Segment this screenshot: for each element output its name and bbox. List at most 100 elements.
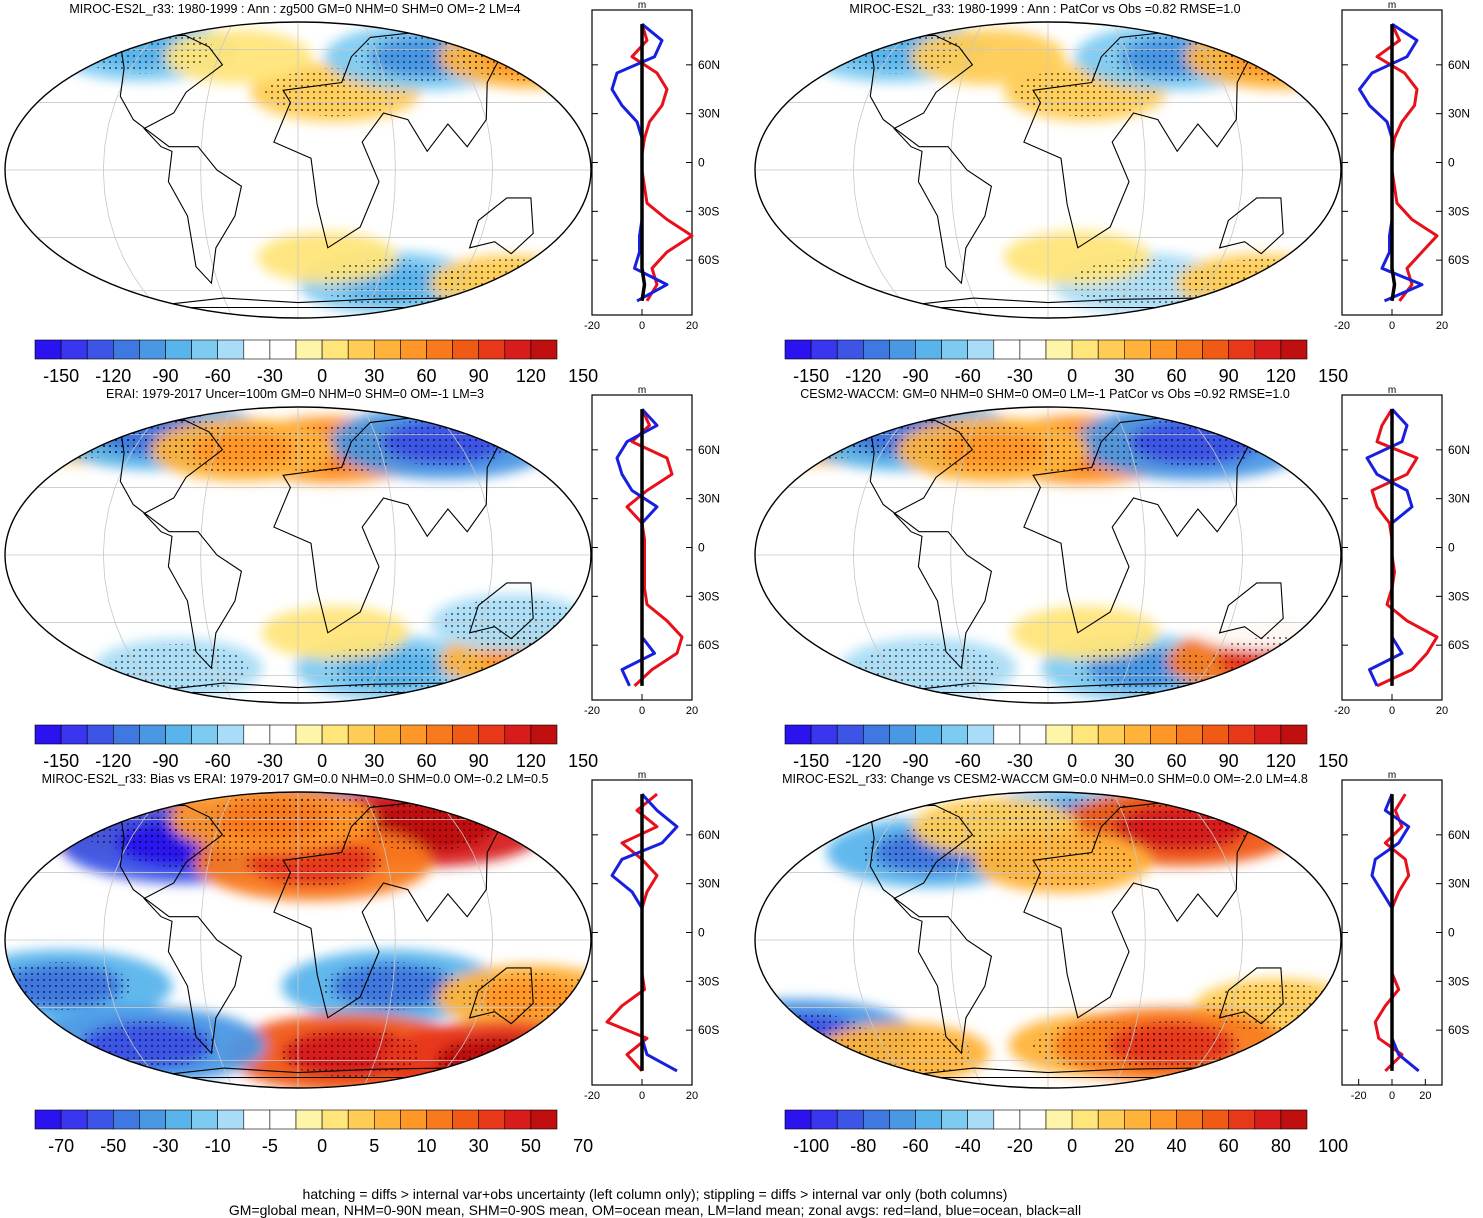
x-tick-label: 20: [1436, 705, 1448, 717]
colorbar-swatch: [1228, 1109, 1256, 1130]
graticule-lon: [1178, 792, 1244, 1088]
colorbar-label: 90: [1219, 366, 1239, 386]
colorbar-label: 5: [369, 1136, 379, 1156]
colorbar-swatch: [60, 724, 88, 745]
zonal-mean-plot: 60N 30N 0 30S 60S -20 0 20 m: [584, 385, 720, 717]
coastline: [838, 804, 993, 1055]
colorbar-swatch: [243, 1109, 271, 1130]
colorbar-label: 0: [317, 366, 327, 386]
colorbar-label: -150: [43, 366, 79, 386]
panel-title: MIROC-ES2L_r33: 1980-1999 : Ann : PatCor…: [849, 2, 1240, 16]
colorbar-swatch: [889, 1109, 916, 1130]
colorbar-label: 0: [317, 1136, 327, 1156]
colorbar-swatch: [1228, 339, 1256, 360]
graticule-lon: [1178, 407, 1244, 703]
colorbar-swatch: [34, 1109, 62, 1130]
stipple-region: [923, 425, 1064, 474]
stipple-region: [1211, 32, 1341, 81]
lat-tick-label: 60N: [698, 828, 720, 842]
colorbar-label: -5: [262, 1136, 278, 1156]
colorbar-swatch: [784, 724, 812, 745]
x-tick-label: 20: [1436, 320, 1448, 332]
lat-tick-label: 30S: [698, 974, 719, 988]
colorbar-swatch: [269, 1109, 297, 1130]
lat-tick-label: 60S: [698, 1023, 719, 1037]
x-tick-label: 0: [639, 705, 645, 717]
colorbar-label: -90: [152, 366, 178, 386]
coastline: [1218, 967, 1284, 1025]
graticule-lon: [362, 407, 396, 703]
colorbar-swatch: [1150, 1109, 1177, 1130]
colorbar-swatch: [217, 724, 245, 745]
colorbar-swatch: [295, 1109, 323, 1130]
colorbar-swatch: [452, 1109, 480, 1130]
colorbar-swatch: [60, 339, 88, 360]
colorbar-swatch: [1045, 1109, 1073, 1130]
stipple-region: [374, 417, 515, 466]
anomaly-negative: [846, 247, 1002, 304]
graticule-lon: [428, 22, 494, 318]
zonal-mean-plot: 60N 30N 0 30S 60S -20 0 20 m: [1334, 385, 1470, 717]
colorbar-label: 60: [1166, 366, 1186, 386]
colorbar-swatch: [400, 724, 427, 745]
colorbar-label: -60: [955, 366, 981, 386]
zonal-series-land: [625, 408, 684, 687]
colorbar-swatch: [426, 724, 453, 745]
colorbar-swatch: [1176, 724, 1203, 745]
colorbar-label: 90: [1219, 751, 1239, 771]
colorbar-swatch: [191, 1109, 219, 1130]
colorbar-swatch: [217, 1109, 245, 1130]
colorbar-label: 120: [1266, 366, 1296, 386]
colorbar-swatch: [478, 339, 506, 360]
colorbar-swatch: [452, 339, 480, 360]
panel-title: MIROC-ES2L_r33: Bias vs ERAI: 1979-2017 …: [42, 772, 549, 786]
colorbar-label: 50: [521, 1136, 541, 1156]
panel-title: CESM2-WACCM: GM=0 NHM=0 SHM=0 OM=0 LM=-1…: [800, 387, 1290, 401]
colorbar-label: 40: [1166, 1136, 1186, 1156]
colorbar-label: 120: [1266, 751, 1296, 771]
map-border: [4, 406, 592, 704]
x-tick-label: 0: [1389, 705, 1395, 717]
graticule-lon: [1178, 22, 1244, 318]
colorbar-label: 100: [1318, 1136, 1348, 1156]
map-border: [754, 21, 1342, 319]
colorbar-swatch: [243, 339, 271, 360]
colorbar-label: 10: [416, 1136, 436, 1156]
lat-tick-label: 60S: [1448, 638, 1469, 652]
zonal-unit-label: m: [638, 770, 646, 781]
colorbar-swatch: [993, 724, 1021, 745]
colorbar-swatch: [1228, 724, 1256, 745]
map-area: [5, 792, 591, 1088]
lat-tick-label: 30N: [1448, 877, 1470, 891]
colorbar-label: -60: [955, 751, 981, 771]
lat-tick-label: 30S: [1448, 974, 1469, 988]
zonal-mean-plot: 60N 30N 0 30S 60S -20 0 20 m: [1334, 0, 1470, 332]
graticule-lon: [1112, 22, 1146, 318]
graticule-lon: [102, 792, 168, 1088]
coastline: [1218, 582, 1284, 640]
lat-tick-label: 30N: [1448, 107, 1470, 121]
panel-title: MIROC-ES2L_r33: Change vs CESM2-WACCM GM…: [782, 772, 1308, 786]
colorbar-label: 90: [469, 751, 489, 771]
colorbar-swatch: [191, 339, 219, 360]
lat-tick-label: 0: [698, 541, 705, 555]
colorbar-swatch: [1202, 339, 1229, 360]
colorbar-label: 0: [1067, 1136, 1077, 1156]
lat-tick-label: 0: [1448, 156, 1455, 170]
x-tick-label: 0: [639, 320, 645, 332]
colorbar: -150 -120 -90 -60 -30 0 30 60 90 120 150: [784, 339, 1348, 386]
lat-tick-label: 0: [1448, 541, 1455, 555]
colorbar-swatch: [86, 1109, 114, 1130]
colorbar-label: -100: [793, 1136, 829, 1156]
colorbar-swatch: [1254, 339, 1282, 360]
graticule-lon: [950, 22, 984, 318]
colorbar-label: -90: [902, 366, 928, 386]
zonal-unit-label: m: [638, 385, 646, 396]
colorbar-swatch: [139, 339, 166, 360]
colorbar-label: -90: [152, 751, 178, 771]
colorbar-label: 0: [317, 751, 327, 771]
colorbar-swatch: [295, 339, 323, 360]
colorbar-swatch: [915, 1109, 942, 1130]
colorbar-label: -120: [95, 751, 131, 771]
graticule-lon: [428, 407, 494, 703]
